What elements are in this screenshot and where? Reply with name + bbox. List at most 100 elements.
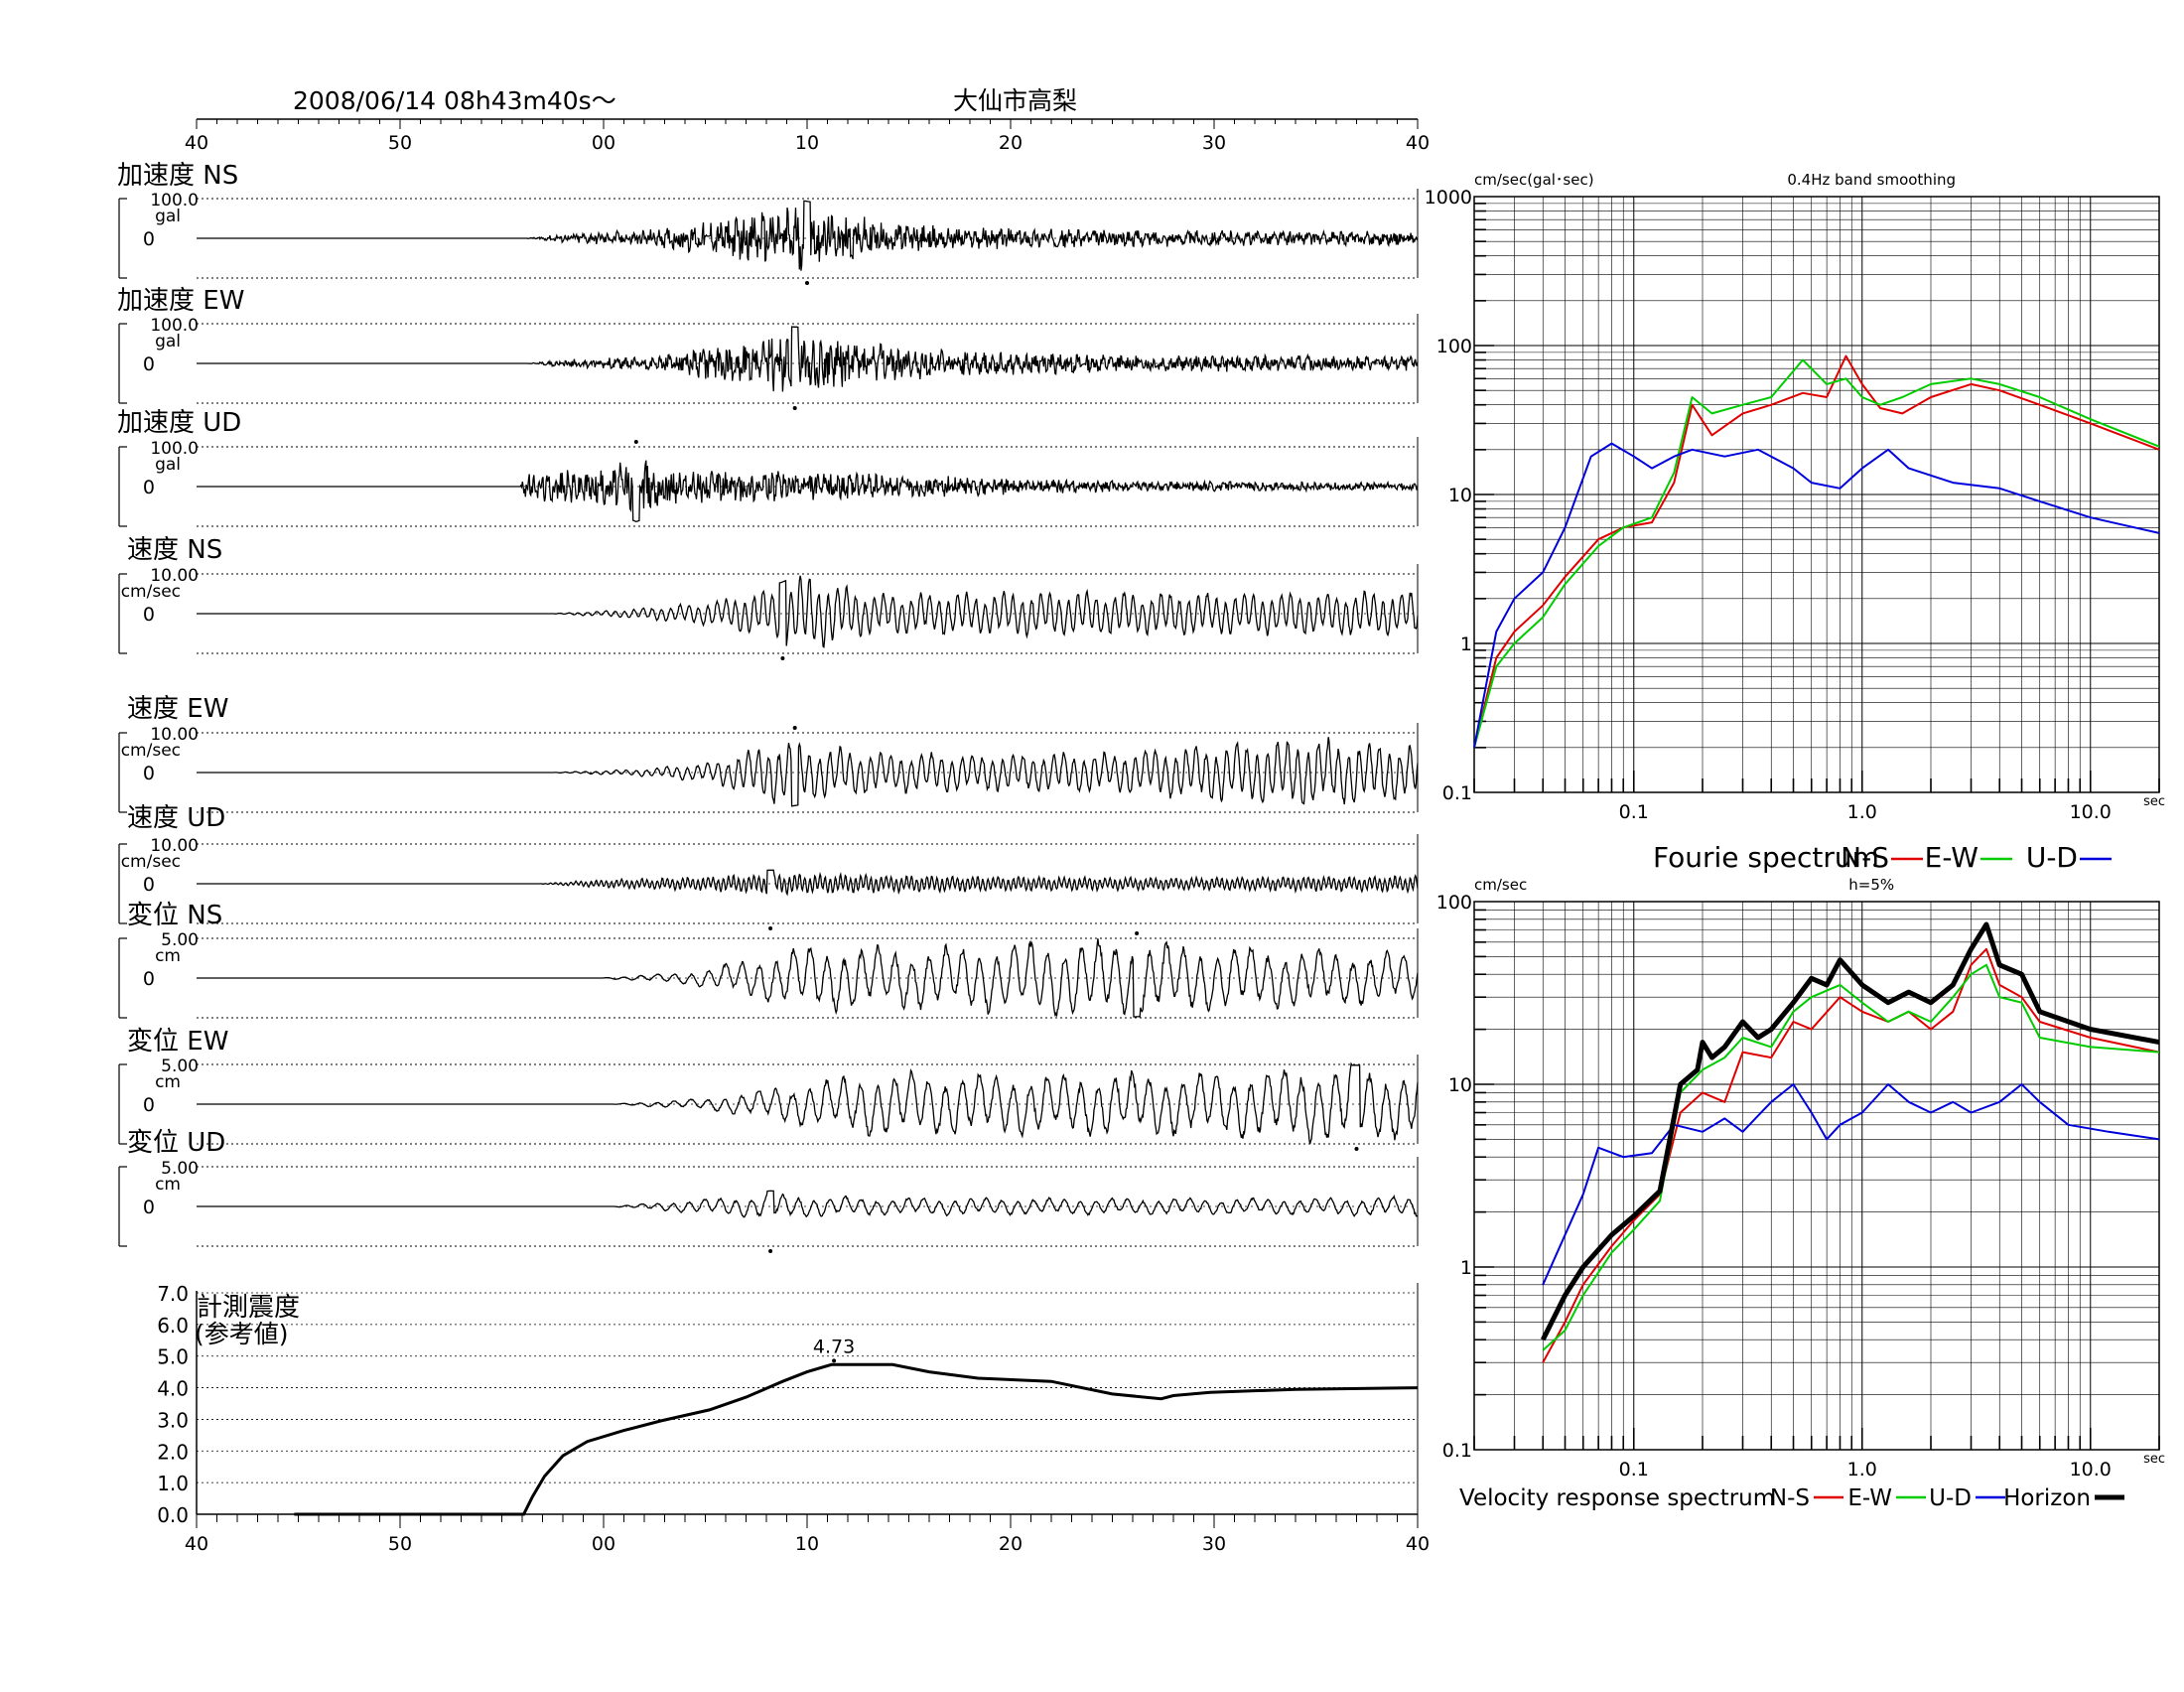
time-tick-label: 10 [795,132,819,154]
trace-unit: gal [155,207,181,226]
response-legend-name: Horizon [2003,1485,2091,1511]
trace-zero: 0 [143,477,155,498]
trace-zero: 0 [143,228,155,250]
spectrum-x-label: 10.0 [2070,1459,2112,1480]
spectrum-y-label: 1000 [1425,187,1472,209]
spectrum-x-label: 1.0 [1847,1459,1877,1480]
trace-peak-marker [792,406,797,410]
trace-zero: 0 [143,968,155,990]
trace-line [197,737,1419,807]
trace-label: 変位 NS [127,901,222,930]
intensity-title: 計測震度 [197,1293,300,1323]
trace-line [197,575,1419,648]
trace-scale: 5.00 [161,930,199,950]
time-tick-label: 50 [388,132,412,154]
time-tick-label: 00 [592,132,615,154]
intensity-subtitle: (参考値) [195,1320,289,1348]
trace-zero: 0 [143,604,155,626]
intensity-line [294,1362,1419,1516]
intensity-y-tick: 4.0 [157,1377,189,1401]
spectrum-series-2 [1542,1083,2160,1286]
fourier-legend-name: U-D [2026,841,2078,874]
trace-unit: cm [155,1072,181,1092]
trace-line [197,200,1419,271]
trace-label: 変位 EW [127,1027,228,1057]
trace-peak-marker [780,656,785,660]
spectrum-y-unit: cm/sec [1474,876,1527,894]
trace-zero: 0 [143,1094,155,1116]
spectrum-annotation: h=5% [1848,876,1894,894]
spectrum-x-label: 0.1 [1619,801,1649,823]
spectrum-y-label: 10 [1448,1074,1472,1096]
spectrum-series-0 [1542,947,2160,1363]
intensity-y-tick: 1.0 [157,1472,189,1495]
intensity-peak-label: 4.73 [813,1336,855,1357]
trace-zero: 0 [143,353,155,375]
intensity-x-label: 10 [795,1533,819,1555]
trace-label: 加速度 UD [117,408,241,438]
intensity-y-tick: 6.0 [157,1314,189,1338]
trace-peak-marker [1135,931,1140,935]
time-tick-label: 30 [1202,132,1226,154]
spectrum-series-1 [1542,963,2160,1351]
spectrum-y-label: 1 [1460,1257,1472,1279]
trace-line [197,938,1419,1018]
trace-unit: cm/sec [121,582,181,602]
trace-scale: 10.00 [150,725,199,745]
trace-scale: 5.00 [161,1057,199,1076]
intensity-panel: 計測震度(参考値) 0.0 1.0 2.0 3.0 4.0 5.0 6.0 7.0 40 50 00 1… [157,1282,1430,1555]
response-legend-title: Velocity response spectrum [1459,1485,1775,1511]
spectrum-series-0 [1473,354,2160,749]
spectrum-y-label: 0.1 [1442,1440,1472,1462]
trace-line [197,869,1419,897]
response-legend-name: E-W [1847,1485,1892,1511]
fourier-legend-title: Fourie spectrum [1653,841,1879,874]
trace-label: 速度 UD [127,803,225,833]
trace-line [197,1061,1419,1145]
spectrum-y-label: 0.1 [1442,782,1472,804]
trace-line [197,326,1419,392]
time-tick-label: 20 [999,132,1023,154]
intensity-x-label: 30 [1202,1533,1226,1555]
fourier-spectrum-panel: 0.1 1 10 100 1000 0.1 1.0 10.0 sec cm/sec(gal･sec… [1425,171,2165,874]
spectrum-x-label: 10.0 [2070,801,2112,823]
trace-unit: cm/sec [121,852,181,872]
intensity-peak-marker [832,1358,837,1363]
trace-peak-marker [768,926,773,930]
spectrum-y-label: 100 [1436,336,1472,357]
trace-scale: 5.00 [161,1159,199,1179]
spectrum-series-3 [1540,921,2160,1341]
intensity-y-tick: 2.0 [157,1440,189,1464]
trace-unit: cm/sec [121,741,181,761]
trace-peak-marker [1354,1147,1359,1151]
spectrum-x-label: 0.1 [1619,1459,1649,1480]
response-spectrum-panel: 0.1 1 10 100 0.1 1.0 10.0 sec cm/sec h=5% Velocity… [1436,876,2165,1511]
intensity-x-label: 00 [592,1533,615,1555]
trace-peak-marker [805,281,809,285]
intensity-y-tick: 0.0 [157,1503,189,1527]
fourier-legend-name: N-S [1841,841,1889,874]
spectrum-y-unit: cm/sec(gal･sec) [1474,171,1594,189]
spectrum-series-1 [1473,358,2160,749]
fourier-legend-name: E-W [1925,841,1979,874]
spectrum-annotation: 0.4Hz band smoothing [1787,171,1956,189]
response-legend-name: U-D [1929,1485,1972,1511]
trace-label: 変位 UD [127,1128,225,1158]
trace-scale: 100.0 [150,439,199,459]
spectrum-series-2 [1473,442,2160,748]
trace-scale: 10.00 [150,836,199,856]
time-axis-top: 40 50 00 10 20 30 40 [185,118,1430,154]
spectrum-y-label: 100 [1436,892,1472,914]
trace-unit: gal [155,455,181,475]
trace-peak-marker [792,726,797,730]
intensity-x-label: 40 [1406,1533,1430,1555]
